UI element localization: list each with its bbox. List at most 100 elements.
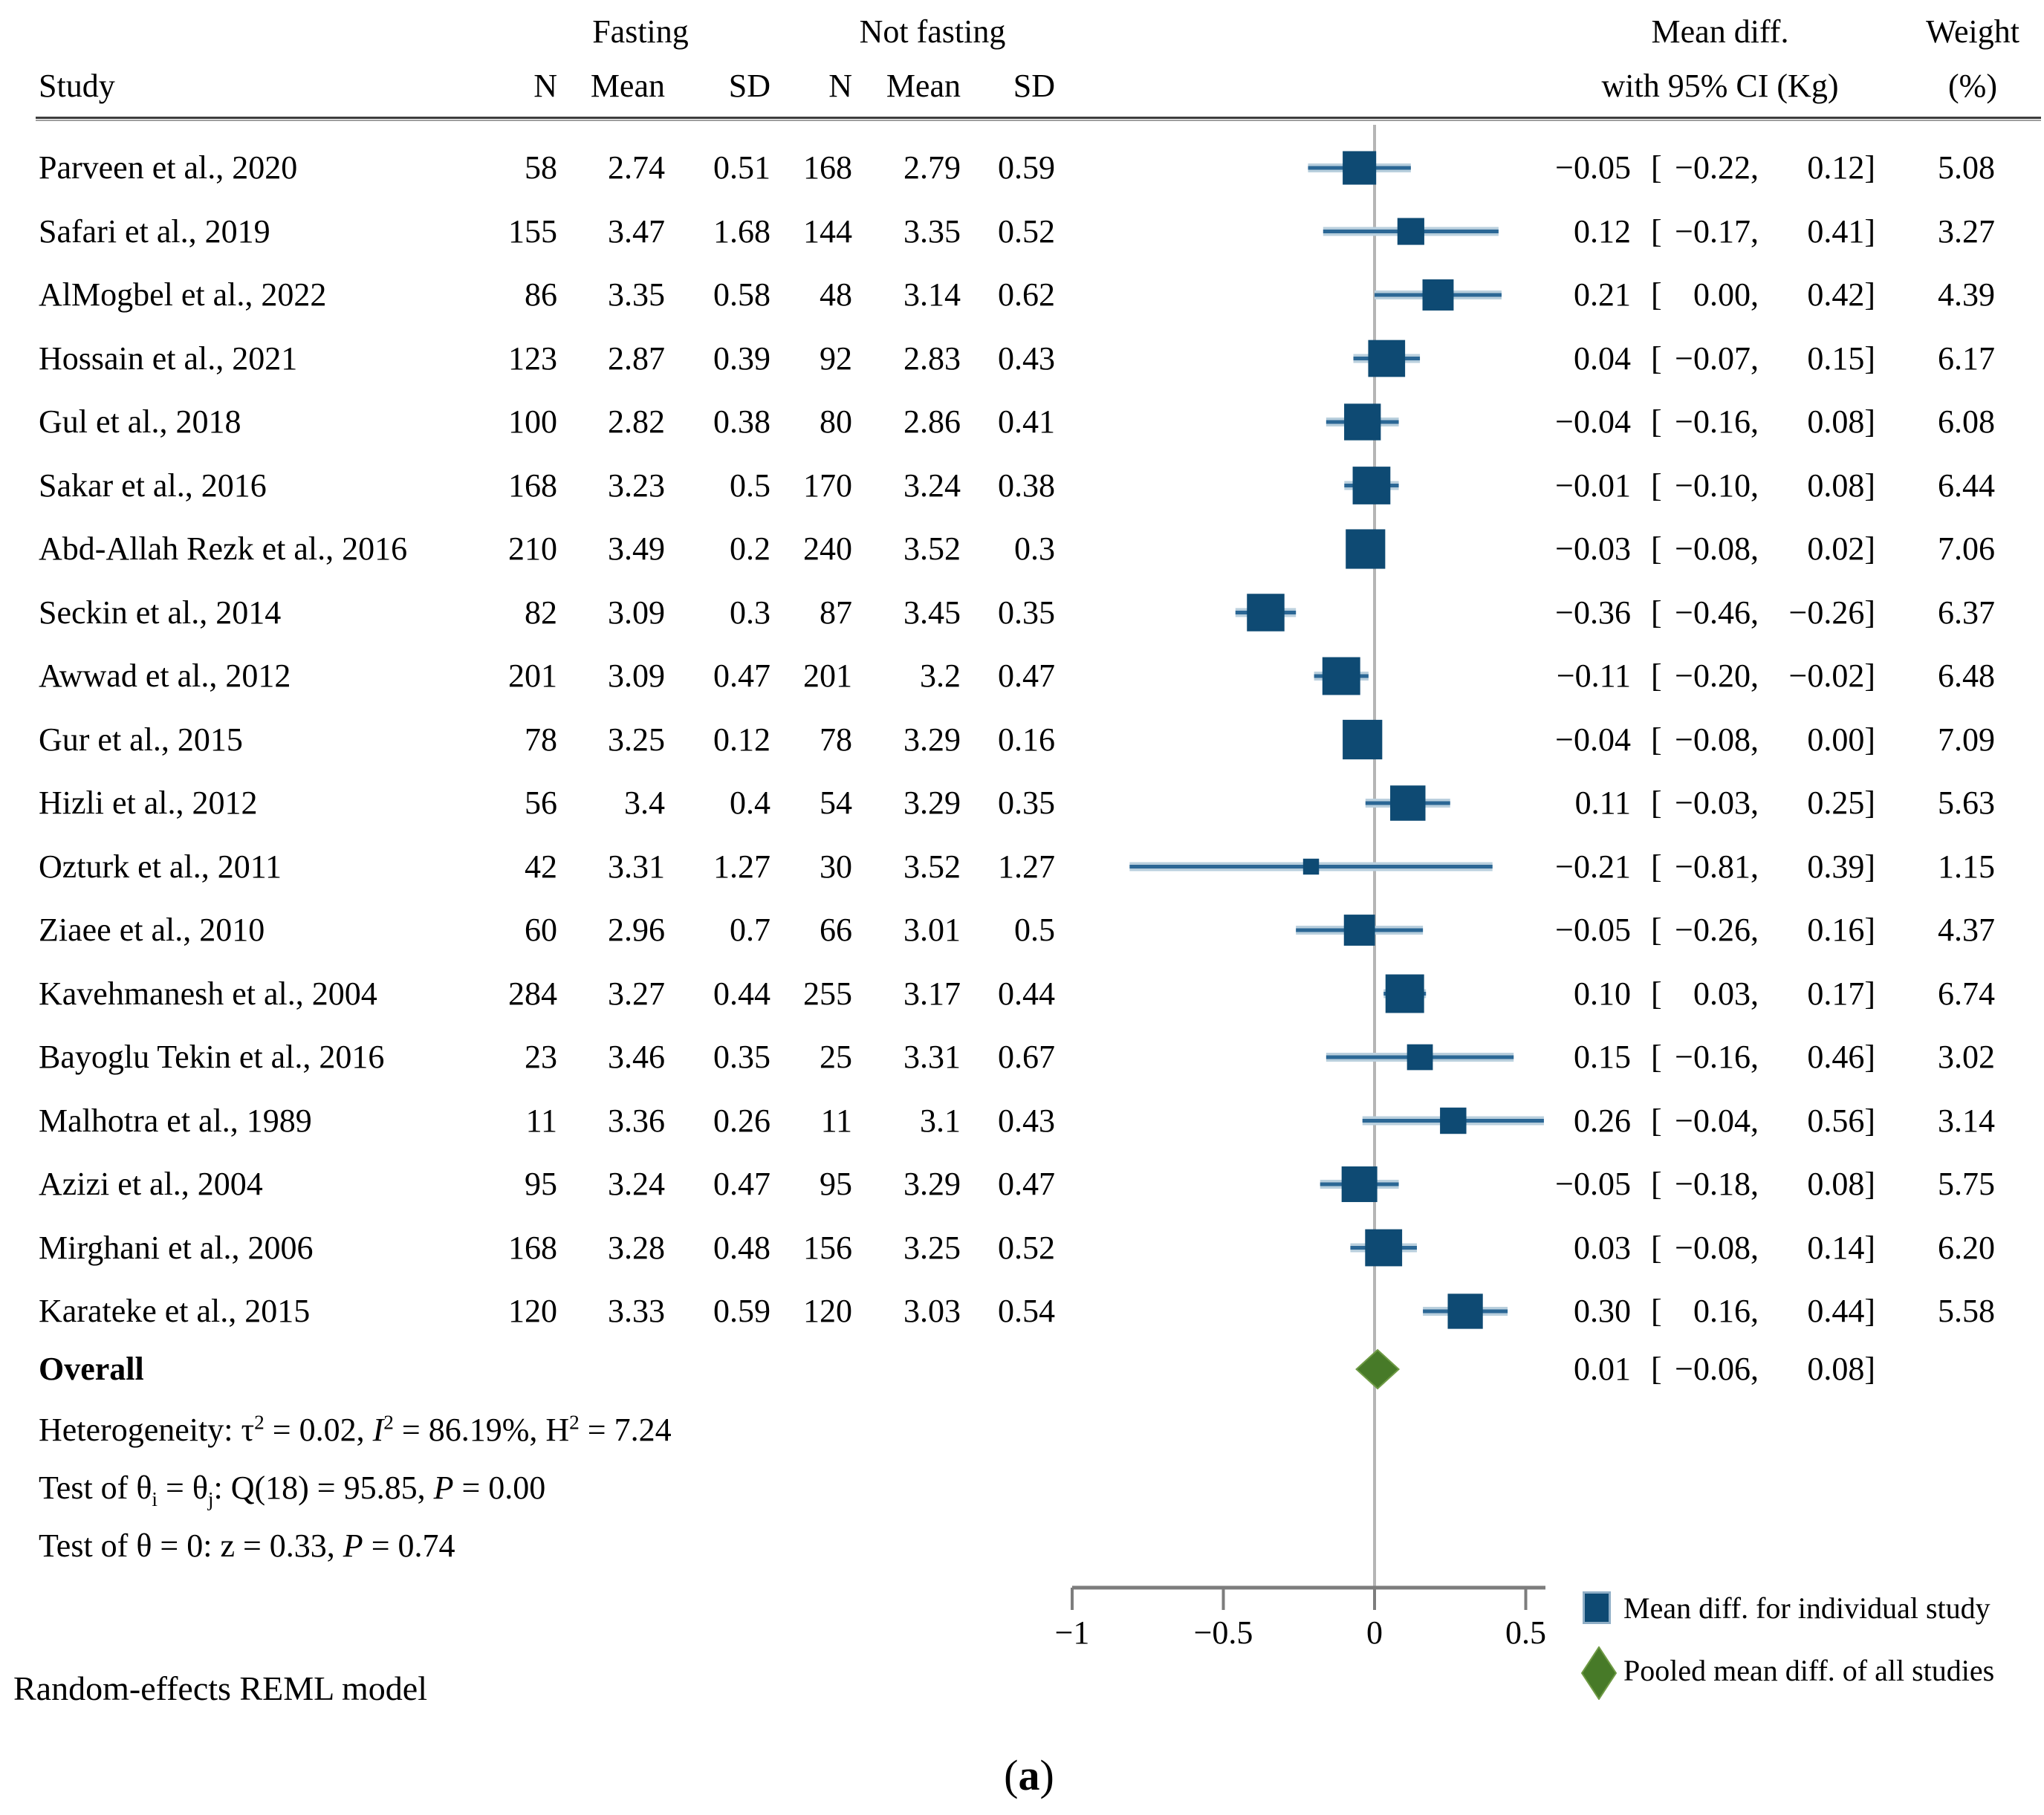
fasting-mean-value: 3.46: [608, 1039, 665, 1075]
mean-diff-value: −0.04: [1555, 403, 1631, 440]
mean-diff-value: −0.04: [1555, 721, 1631, 758]
stat-segment: = 0.00: [453, 1470, 546, 1506]
test-between-studies: Test of θi = θj: Q(18) = 95.85, P = 0.00: [39, 1462, 545, 1514]
not-fasting-mean-value: 3.29: [903, 1166, 961, 1202]
overall-row: Overall 0.01 [ −0.06, 0.08]: [0, 1346, 2044, 1392]
study-effect-square: [1368, 340, 1406, 377]
ci-upper-value: 0.39]: [1807, 848, 1875, 885]
fasting-n-value: 120: [508, 1293, 557, 1329]
mean-diff-header-line2: with 95% CI (Kg): [1601, 68, 1839, 104]
not-fasting-n-value: 92: [820, 340, 852, 377]
not-fasting-mean-value: 3.14: [903, 276, 961, 313]
mean-diff-value: 0.04: [1574, 340, 1631, 377]
fasting-mean-value: 3.49: [608, 530, 665, 567]
study-effect-square: [1397, 218, 1424, 245]
table-row: Seckin et al., 2014 82 3.09 0.3 87 3.45 …: [0, 590, 2044, 636]
mean-diff-value: −0.05: [1555, 912, 1631, 948]
not-fasting-mean-value: 3.35: [903, 212, 961, 250]
table-row: Ozturk et al., 2011 42 3.31 1.27 30 3.52…: [0, 844, 2044, 890]
mean-diff-value: 0.30: [1574, 1293, 1631, 1329]
weight-value: 1.15: [1938, 848, 1995, 885]
fasting-sd-header: SD: [728, 68, 770, 104]
ci-lower-value: −0.18,: [1675, 1166, 1759, 1202]
ci-upper-value: 0.42]: [1807, 276, 1875, 313]
ci-upper-value: 0.12]: [1807, 149, 1875, 186]
ci-lower-value: −0.04,: [1675, 1102, 1759, 1139]
mean-diff-value: −0.36: [1555, 594, 1631, 631]
fasting-mean-value: 3.25: [608, 721, 665, 758]
ci-lower-value: −0.10,: [1675, 467, 1759, 504]
ci-lower-value: −0.22,: [1675, 149, 1759, 186]
not-fasting-sd-value: 0.43: [998, 340, 1055, 377]
fasting-sd-value: 0.47: [713, 1166, 770, 1202]
not-fasting-mean-value: 3.2: [920, 658, 961, 694]
fasting-mean-value: 3.36: [608, 1102, 665, 1139]
fasting-sd-value: 0.12: [713, 721, 770, 758]
study-label: Malhotra et al., 1989: [39, 1102, 312, 1139]
not-fasting-mean-value: 2.83: [903, 340, 961, 377]
not-fasting-n-header: N: [828, 68, 852, 104]
table-row: Abd-Allah Rezk et al., 2016 210 3.49 0.2…: [0, 526, 2044, 572]
not-fasting-sd-value: 0.16: [998, 721, 1055, 758]
ci-lower-value: −0.17,: [1675, 212, 1759, 250]
study-label: Azizi et al., 2004: [39, 1166, 263, 1202]
ci-open-bracket: [: [1651, 340, 1662, 377]
heterogeneity-stats: Heterogeneity: τ2 = 0.02, I2 = 86.19%, H…: [39, 1404, 672, 1456]
fasting-sd-value: 0.35: [713, 1039, 770, 1075]
ci-open-bracket: [: [1651, 975, 1662, 1012]
stat-segment: 2: [383, 1411, 394, 1434]
fasting-sd-value: 0.7: [730, 912, 770, 948]
weight-value: 5.63: [1938, 785, 1995, 821]
study-effect-square: [1343, 719, 1383, 760]
study-label: Ozturk et al., 2011: [39, 848, 282, 885]
not-fasting-n-value: 240: [803, 530, 852, 567]
ci-upper-value: 0.25]: [1807, 785, 1875, 821]
fasting-mean-value: 3.24: [608, 1166, 665, 1202]
mean-diff-value: −0.11: [1556, 658, 1631, 694]
stat-segment: Test of θ: [39, 1470, 152, 1506]
ci-upper-value: 0.46]: [1807, 1039, 1875, 1075]
fasting-sd-value: 0.58: [713, 276, 770, 313]
ci-upper-value: −0.26]: [1788, 594, 1875, 631]
study-effect-square: [1302, 858, 1320, 875]
ci-lower-value: −0.20,: [1675, 658, 1759, 694]
header-row-groups: Fasting Not fasting Mean diff. Weight: [0, 9, 2044, 55]
stat-segment: = 7.24: [579, 1412, 672, 1448]
table-row: Azizi et al., 2004 95 3.24 0.47 95 3.29 …: [0, 1161, 2044, 1207]
header-rule-dark: [36, 117, 2041, 119]
fasting-n-value: 56: [525, 785, 557, 821]
ci-upper-value: 0.02]: [1807, 530, 1875, 567]
mean-diff-value: −0.21: [1555, 848, 1631, 885]
study-effect-square: [1447, 1293, 1483, 1329]
stat-segment: i: [152, 1487, 158, 1510]
study-label: Ziaee et al., 2010: [39, 912, 265, 948]
fasting-n-value: 86: [525, 276, 557, 313]
ci-open-bracket: [: [1651, 276, 1662, 313]
fasting-n-value: 78: [525, 721, 557, 758]
ci-upper-value: 0.00]: [1807, 721, 1875, 758]
mean-diff-value: −0.01: [1555, 467, 1631, 504]
not-fasting-n-value: 48: [820, 276, 852, 313]
study-label: Hizli et al., 2012: [39, 785, 258, 821]
fasting-n-header: N: [533, 68, 557, 104]
not-fasting-n-value: 66: [820, 912, 852, 948]
ci-lower-value: −0.46,: [1675, 594, 1759, 631]
ci-lower-value: −0.08,: [1675, 530, 1759, 567]
ci-open-bracket: [: [1651, 403, 1662, 440]
fasting-sd-value: 1.68: [713, 212, 770, 250]
not-fasting-n-value: 25: [820, 1039, 852, 1075]
fasting-sd-value: 0.5: [730, 467, 770, 504]
study-label: Gul et al., 2018: [39, 403, 241, 440]
not-fasting-n-value: 144: [803, 212, 852, 250]
not-fasting-mean-value: 3.29: [903, 785, 961, 821]
fasting-sd-value: 0.47: [713, 658, 770, 694]
mean-diff-value: −0.03: [1555, 530, 1631, 567]
not-fasting-n-value: 170: [803, 467, 852, 504]
not-fasting-sd-value: 0.44: [998, 975, 1055, 1012]
mean-diff-value: 0.11: [1574, 785, 1631, 821]
stat-segment: Heterogeneity: τ: [39, 1412, 255, 1448]
weight-value: 5.75: [1938, 1166, 1995, 1202]
overall-ci-lower-value: −0.06,: [1675, 1351, 1759, 1387]
ci-lower-value: −0.16,: [1675, 403, 1759, 440]
